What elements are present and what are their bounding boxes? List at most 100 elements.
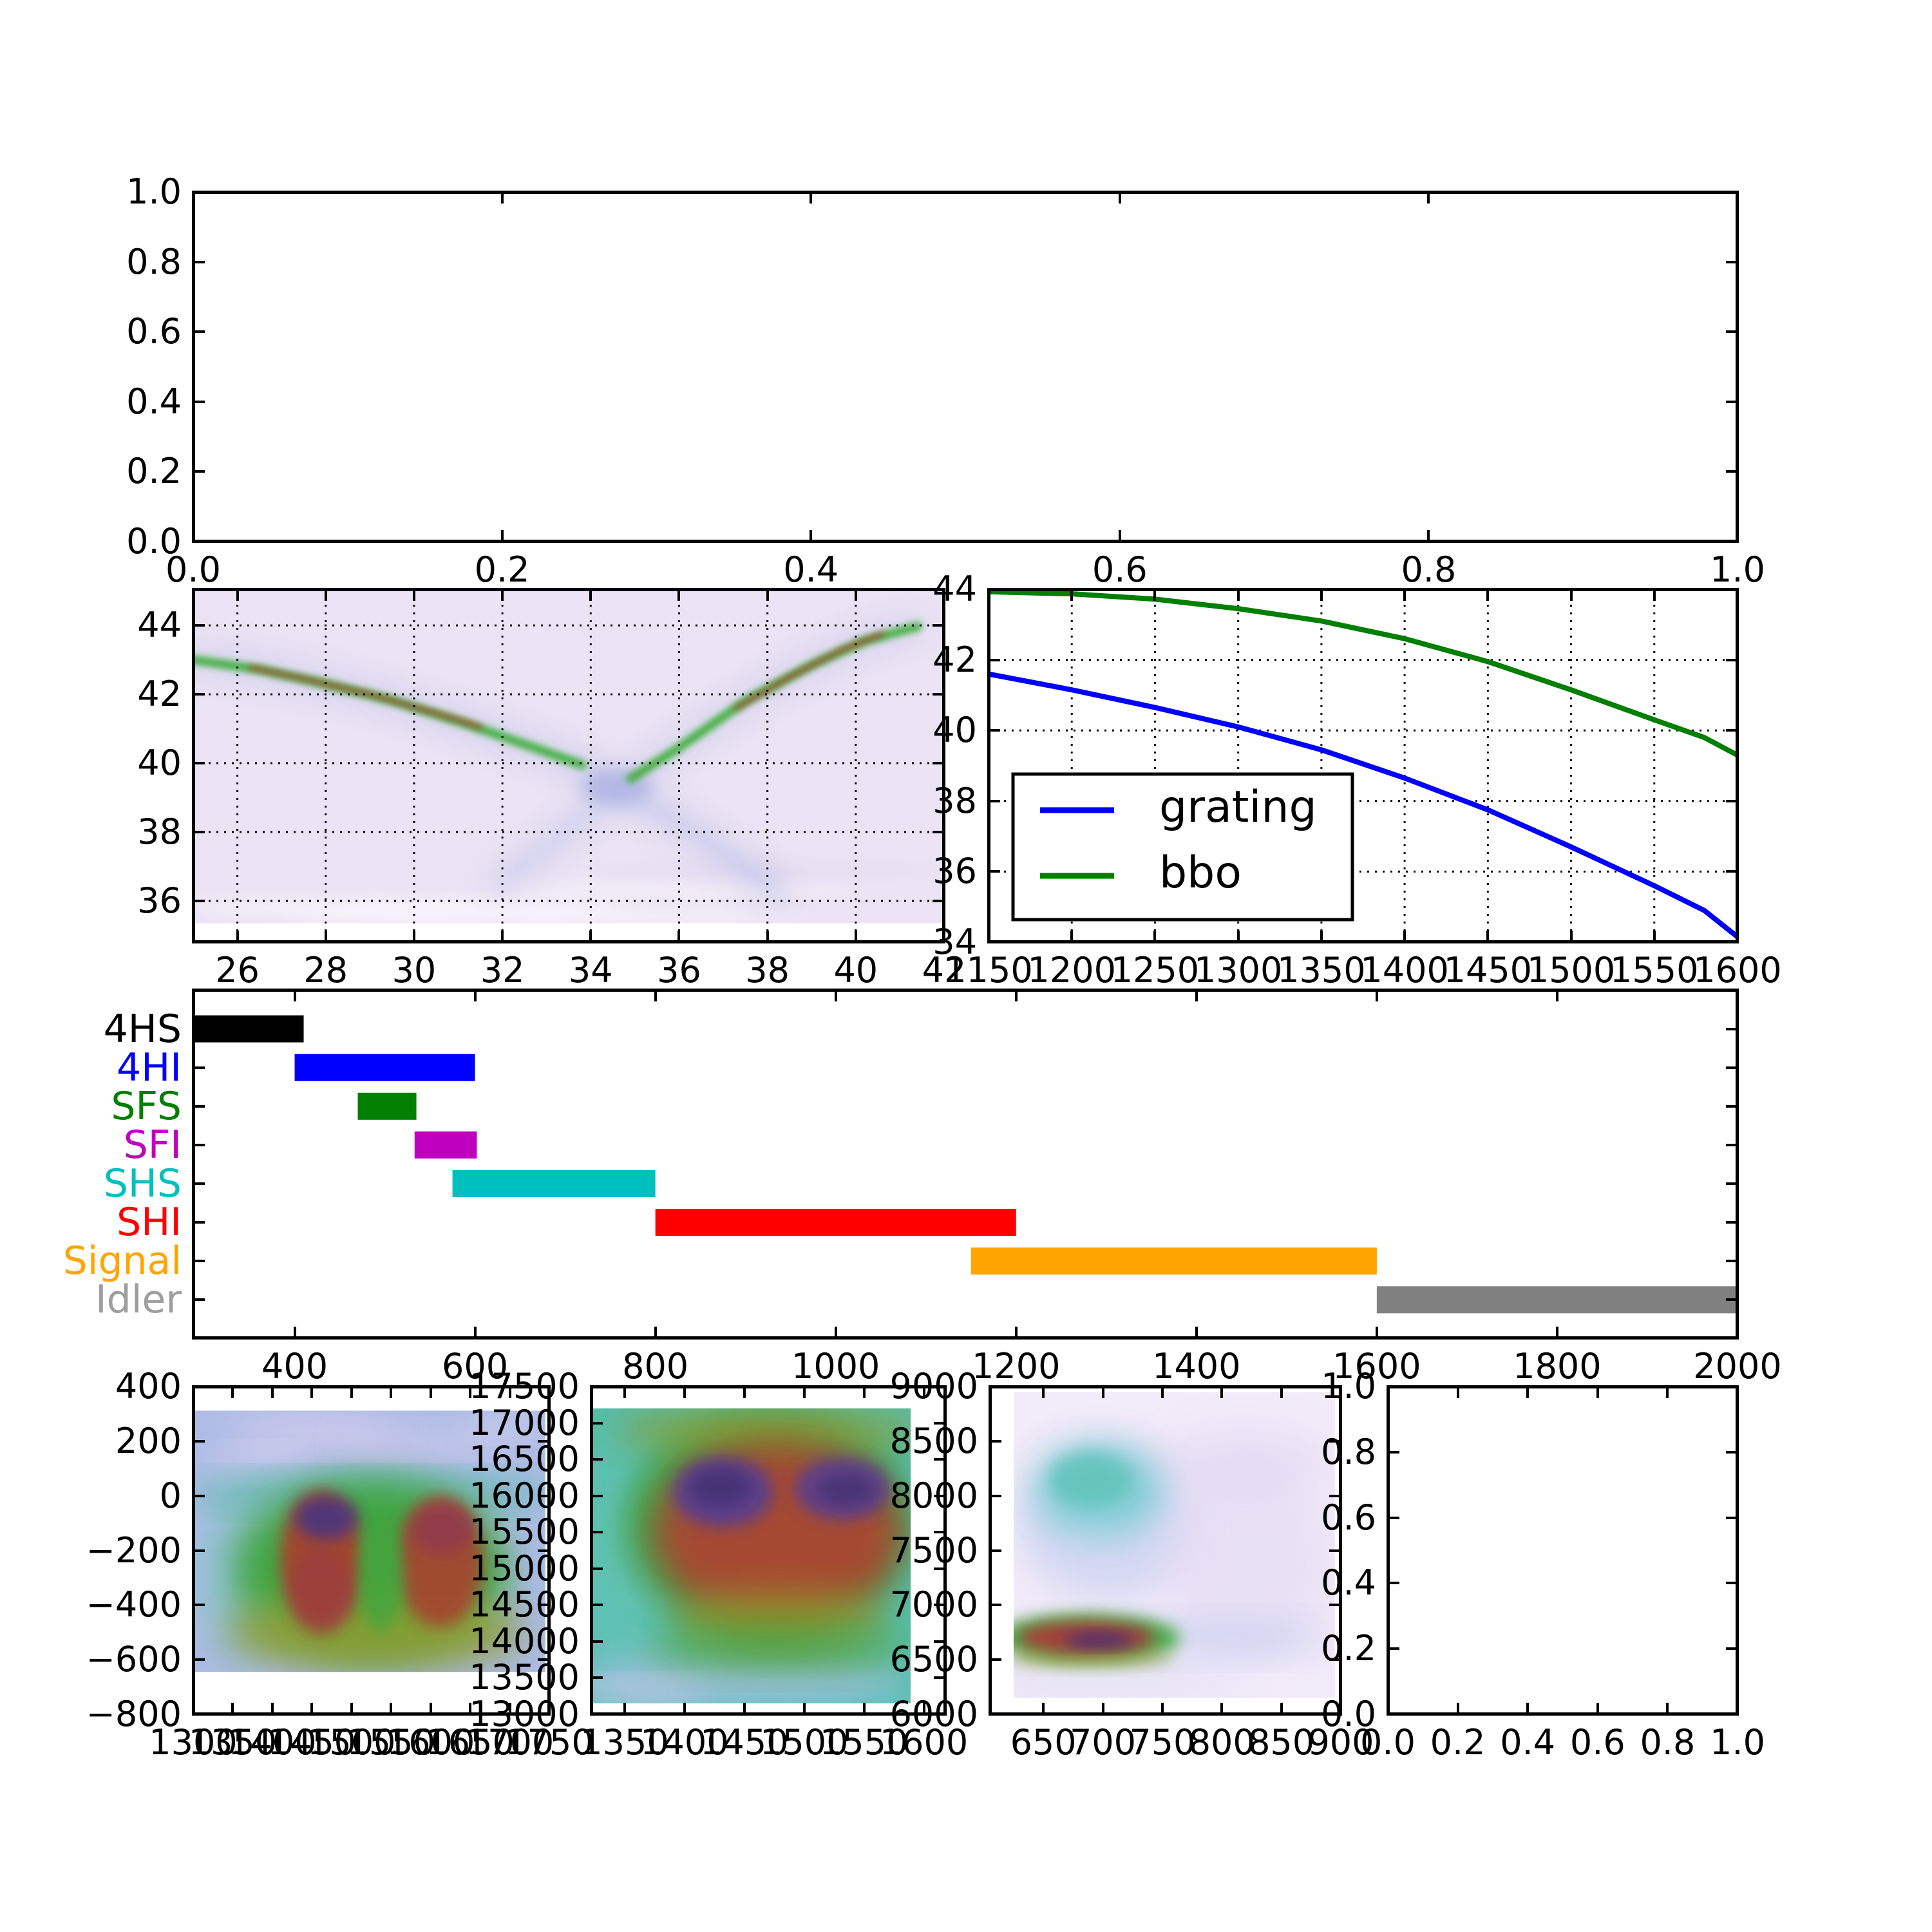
y-tick <box>193 624 205 627</box>
x-tick <box>412 931 415 942</box>
x-tick <box>589 589 592 601</box>
y-tick <box>989 941 1000 943</box>
y-tick-label: 0.4 <box>126 381 182 422</box>
series-grating <box>988 671 1739 939</box>
x-tick <box>854 931 857 942</box>
x-tick <box>1653 931 1656 942</box>
x-tick <box>1403 931 1406 942</box>
x-tick-label: 1600 <box>1693 950 1782 990</box>
x-tick <box>922 1703 925 1714</box>
y-tick <box>193 400 205 403</box>
x-tick <box>1486 589 1490 601</box>
x-tick <box>231 1387 234 1398</box>
x-tick <box>1736 530 1739 542</box>
x-tick <box>623 1387 627 1398</box>
category-label-SHI: SHI <box>117 1200 182 1245</box>
y-tick <box>1726 191 1738 193</box>
heatmap-blob <box>410 1504 475 1553</box>
x-tick <box>390 1387 393 1398</box>
x-tick <box>1403 589 1406 601</box>
x-tick <box>1236 931 1240 942</box>
y-tick <box>1726 400 1738 403</box>
x-tick <box>1736 192 1739 204</box>
x-tick-label: 700 <box>1069 1722 1137 1763</box>
y-tick <box>1726 799 1738 802</box>
y-tick-label: 0.8 <box>1321 1431 1376 1472</box>
x-tick <box>1427 530 1430 542</box>
x-tick-label: 42 <box>922 950 967 990</box>
x-tick-label: 800 <box>622 1346 689 1387</box>
x-tick-label: 850 <box>1248 1722 1315 1763</box>
x-tick <box>1195 990 1198 1001</box>
x-tick <box>473 1327 477 1338</box>
y-tick <box>1726 588 1738 591</box>
y-tick-label: 0.0 <box>1321 1694 1376 1734</box>
y-tick <box>990 1494 1001 1497</box>
x-tick <box>1526 1387 1530 1398</box>
category-label-Signal: Signal <box>62 1238 182 1284</box>
y-tick <box>193 1604 205 1607</box>
x-tick <box>1160 1703 1164 1714</box>
y-tick <box>1726 1143 1738 1146</box>
y-tick <box>1726 330 1738 334</box>
x-tick <box>1220 1703 1224 1714</box>
y-tick <box>934 1494 945 1497</box>
y-tick <box>1329 1494 1341 1497</box>
y-tick <box>538 1549 549 1552</box>
x-tick <box>350 1387 353 1398</box>
x-tick <box>943 931 945 942</box>
y-tick <box>1726 1450 1738 1454</box>
x-tick <box>1375 990 1378 1001</box>
x-tick <box>310 1387 314 1398</box>
x-tick-label: 1.0 <box>1710 549 1765 590</box>
x-tick <box>1736 990 1739 1001</box>
heatmap-blob <box>1049 1452 1133 1507</box>
y-tick <box>990 1658 1001 1662</box>
x-tick <box>473 990 477 1001</box>
x-tick <box>943 589 945 601</box>
x-tick-label: 1600 <box>386 1722 475 1763</box>
y-tick-label: 200 <box>115 1420 182 1461</box>
y-tick-label: 0.6 <box>1321 1497 1376 1538</box>
x-tick <box>1280 1387 1283 1398</box>
x-tick <box>1653 589 1656 601</box>
y-tick <box>934 1385 945 1388</box>
heatmap-blob <box>289 1548 354 1635</box>
x-tick <box>1596 1387 1599 1398</box>
bar-SFI <box>414 1131 477 1159</box>
heatmap-band <box>248 665 483 730</box>
bar-4HS <box>193 1015 304 1043</box>
heatmap-spectrogram-delay <box>193 1410 545 1672</box>
x-tick <box>270 1703 274 1714</box>
heatmap-blob <box>1063 1633 1135 1647</box>
y-tick <box>989 870 1000 873</box>
y-tick <box>990 1439 1001 1443</box>
y-tick <box>990 1385 1001 1388</box>
y-tick <box>591 1713 603 1716</box>
y-tick-label: 0.6 <box>126 311 182 352</box>
x-tick <box>1101 1703 1104 1714</box>
heatmap-blob <box>343 1430 518 1458</box>
x-tick-label: 1500 <box>1526 950 1616 990</box>
legend-label-grating: grating <box>1159 782 1317 833</box>
heatmap-blob <box>1013 1647 1175 1668</box>
heatmap-blob <box>591 1681 709 1704</box>
y-tick <box>1388 1647 1399 1651</box>
x-tick <box>1153 931 1157 942</box>
x-tick <box>1736 1327 1739 1338</box>
x-tick <box>623 1703 627 1714</box>
x-tick-label: 28 <box>303 950 348 990</box>
x-tick <box>1118 192 1121 204</box>
x-tick-label: 0.6 <box>1569 1722 1625 1763</box>
x-tick-label: 0.0 <box>166 549 221 590</box>
x-tick <box>508 1703 511 1714</box>
x-tick <box>310 1703 314 1714</box>
y-tick <box>1726 1385 1738 1388</box>
x-tick-label: 38 <box>745 950 790 990</box>
y-tick-label: −600 <box>86 1639 182 1680</box>
x-tick <box>500 192 504 204</box>
x-tick <box>683 1703 686 1714</box>
x-tick <box>1569 589 1573 601</box>
x-tick <box>1456 1703 1459 1714</box>
